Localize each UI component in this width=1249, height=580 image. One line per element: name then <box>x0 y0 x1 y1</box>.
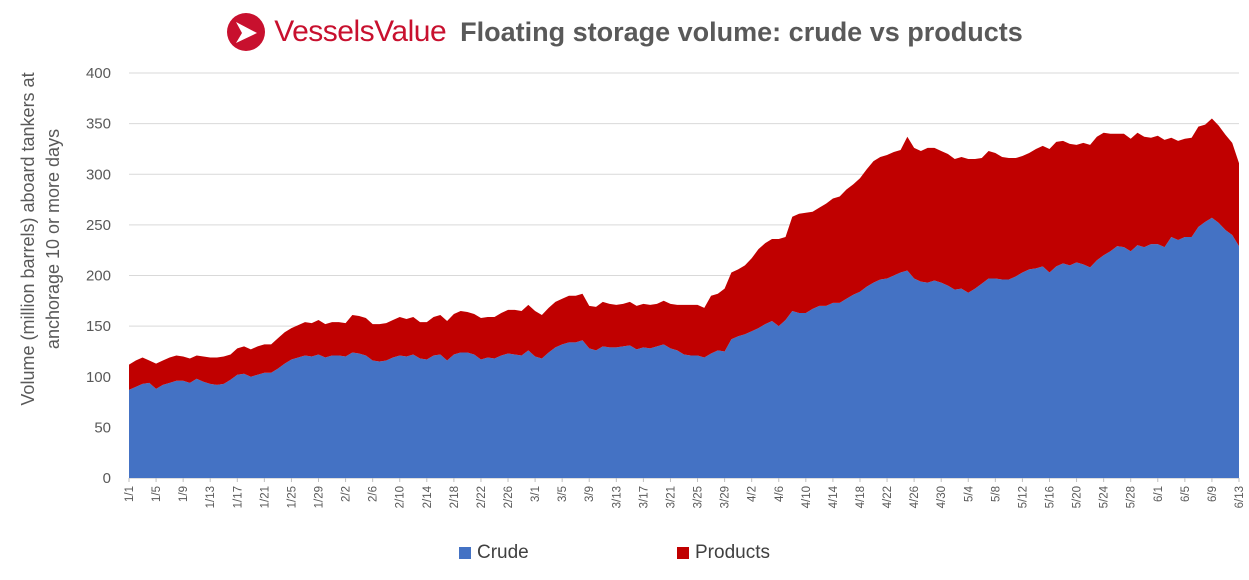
x-tick-label: 2/26 <box>503 486 515 508</box>
chart-header: VesselsValue Floating storage volume: cr… <box>0 6 1249 58</box>
x-tick-label: 2/2 <box>341 486 353 502</box>
x-tick-label: 3/5 <box>557 486 569 502</box>
x-tick-label: 1/9 <box>178 486 190 502</box>
vesselsvalue-logo-icon <box>227 13 266 51</box>
x-tick-label: 3/17 <box>638 486 650 508</box>
x-tick-label: 6/1 <box>1153 486 1165 502</box>
x-tick-label: 3/21 <box>666 486 678 508</box>
y-axis-ticks: 0 50 100 150 200 250 300 350 400 <box>86 65 111 487</box>
y-tick-label: 150 <box>86 318 111 335</box>
y-tick-label: 400 <box>86 65 111 82</box>
x-tick-label: 4/10 <box>801 486 813 508</box>
x-axis-ticks: 1/1 1/5 1/9 1/13 1/17 1/21 1/25 1/29 2/2 2/6 2/10 2… <box>124 478 1246 508</box>
area-series-products <box>129 118 1239 390</box>
vesselsvalue-logo: VesselsValue <box>226 12 447 52</box>
x-tick-label: 1/17 <box>232 486 244 508</box>
x-tick-label: 5/20 <box>1072 486 1084 508</box>
x-tick-label: 6/13 <box>1234 486 1246 508</box>
y-tick-label: 0 <box>103 470 111 487</box>
x-tick-label: 4/30 <box>936 486 948 508</box>
legend-label-products: Products <box>695 542 770 563</box>
x-tick-label: 4/26 <box>909 486 921 508</box>
x-tick-label: 3/29 <box>720 486 732 508</box>
x-tick-label: 4/6 <box>774 486 786 502</box>
x-tick-label: 2/14 <box>422 485 434 508</box>
x-tick-label: 1/21 <box>259 486 271 508</box>
x-tick-label: 5/16 <box>1045 486 1057 508</box>
y-tick-label: 50 <box>94 419 111 436</box>
y-axis-label-line-2: anchorage 10 or more days <box>43 129 63 349</box>
x-tick-label: 1/25 <box>286 486 298 508</box>
x-tick-label: 2/18 <box>449 486 461 508</box>
legend: Crude Products <box>0 542 1249 568</box>
y-tick-label: 200 <box>86 268 111 285</box>
legend-swatch-products <box>677 547 689 559</box>
x-tick-label: 1/1 <box>124 486 136 502</box>
x-tick-label: 5/4 <box>963 485 975 502</box>
x-tick-label: 3/1 <box>530 486 542 502</box>
x-tick-label: 4/22 <box>882 486 894 508</box>
area-series-crude <box>129 217 1239 479</box>
x-tick-label: 4/2 <box>747 486 759 502</box>
x-tick-label: 5/28 <box>1126 486 1138 508</box>
x-tick-label: 6/9 <box>1207 486 1219 502</box>
y-tick-label: 350 <box>86 116 111 133</box>
x-tick-label: 2/22 <box>476 486 488 508</box>
chart-title: Floating storage volume: crude vs produc… <box>460 16 1023 47</box>
y-axis-label-line-1: Volume (million barrels) aboard tankers … <box>18 72 38 405</box>
x-tick-label: 3/9 <box>584 486 596 502</box>
x-tick-label: 1/29 <box>314 486 326 508</box>
series-areas <box>129 118 1239 479</box>
x-tick-label: 3/25 <box>693 486 705 508</box>
x-tick-label: 6/5 <box>1180 486 1192 502</box>
x-tick-label: 4/18 <box>855 486 867 508</box>
legend-label-crude: Crude <box>477 542 529 563</box>
y-tick-label: 250 <box>86 217 111 234</box>
y-tick-label: 100 <box>86 369 111 386</box>
y-tick-label: 300 <box>86 166 111 183</box>
x-tick-label: 1/5 <box>151 486 163 502</box>
x-tick-label: 5/12 <box>1017 486 1029 508</box>
x-tick-label: 3/13 <box>611 486 623 508</box>
x-tick-label: 2/6 <box>368 486 380 502</box>
legend-item-products: Products <box>677 542 770 564</box>
x-tick-label: 2/10 <box>395 486 407 508</box>
x-tick-label: 1/13 <box>205 486 217 508</box>
brand-name: VesselsValue <box>274 15 447 48</box>
legend-swatch-crude <box>459 547 471 559</box>
x-tick-label: 5/8 <box>990 486 1002 502</box>
x-tick-label: 5/24 <box>1099 485 1111 508</box>
x-tick-label: 4/14 <box>828 485 840 508</box>
legend-item-crude: Crude <box>459 542 529 564</box>
